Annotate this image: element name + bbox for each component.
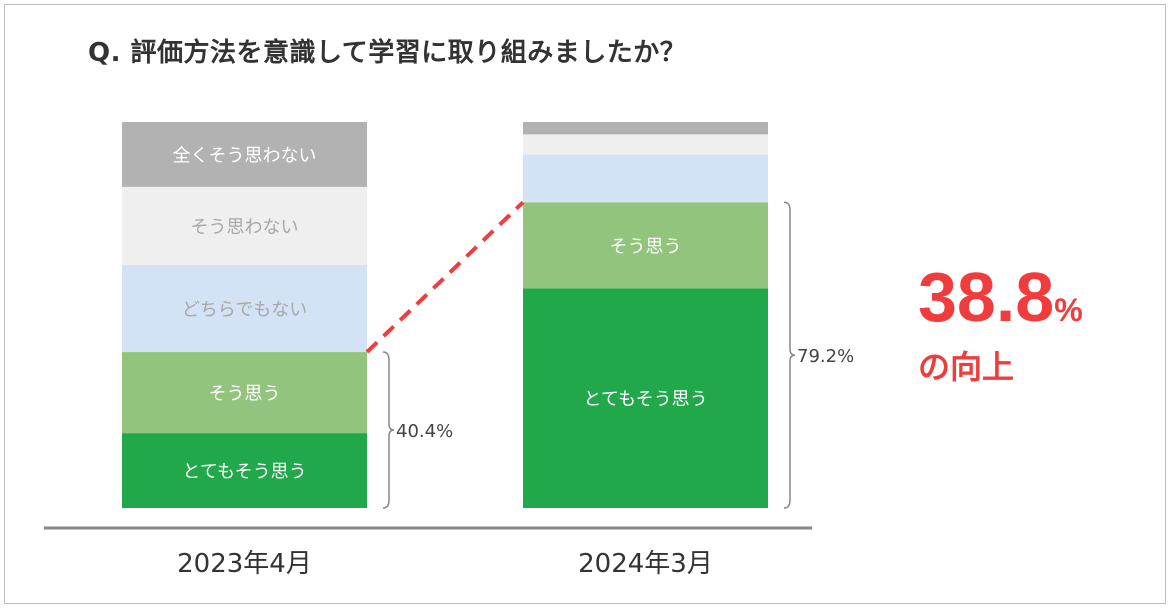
segment-label-1-3: どちらでもない [182, 299, 307, 320]
bracket-total-2: 79.2% [797, 346, 854, 367]
bar-segment-1-3 [122, 264, 367, 353]
bracket-2 [783, 201, 796, 509]
category-label-2: 2024年3月 [578, 549, 713, 579]
segment-label-1-2: そう思う [209, 384, 281, 405]
chart-title: Q. 評価方法を意識して学習に取り組みましたか？ [88, 38, 687, 68]
growth-connector-line [365, 200, 525, 354]
bar-segment-2-5 [523, 122, 768, 135]
bar-segment-1-4 [122, 186, 367, 265]
bar-segment-2-2 [523, 202, 768, 289]
bracket-1 [382, 351, 395, 509]
bracket-total-1: 40.4% [396, 421, 453, 442]
bar-segment-2-3 [523, 154, 768, 203]
bar-segment-1-2 [122, 352, 367, 434]
improvement-unit: % [1054, 292, 1083, 328]
segment-label-1-5: 全くそう思わない [173, 145, 317, 166]
bar-segment-1-5 [122, 122, 367, 187]
segment-label-1-4: そう思わない [191, 217, 299, 238]
segment-label-2-1: とてもそう思う [583, 389, 707, 410]
segment-label-2-2: そう思う [610, 236, 682, 257]
bar-segment-1-1 [122, 433, 367, 508]
bar-segment-2-1 [523, 288, 768, 508]
improvement-value: 38.8% [918, 262, 1083, 332]
category-label-1: 2023年4月 [177, 549, 312, 579]
segment-label-1-1: とてもそう思う [182, 462, 306, 483]
bar-segment-2-4 [523, 134, 768, 155]
improvement-number: 38.8 [918, 258, 1055, 336]
improvement-label: の向上 [918, 348, 1015, 386]
